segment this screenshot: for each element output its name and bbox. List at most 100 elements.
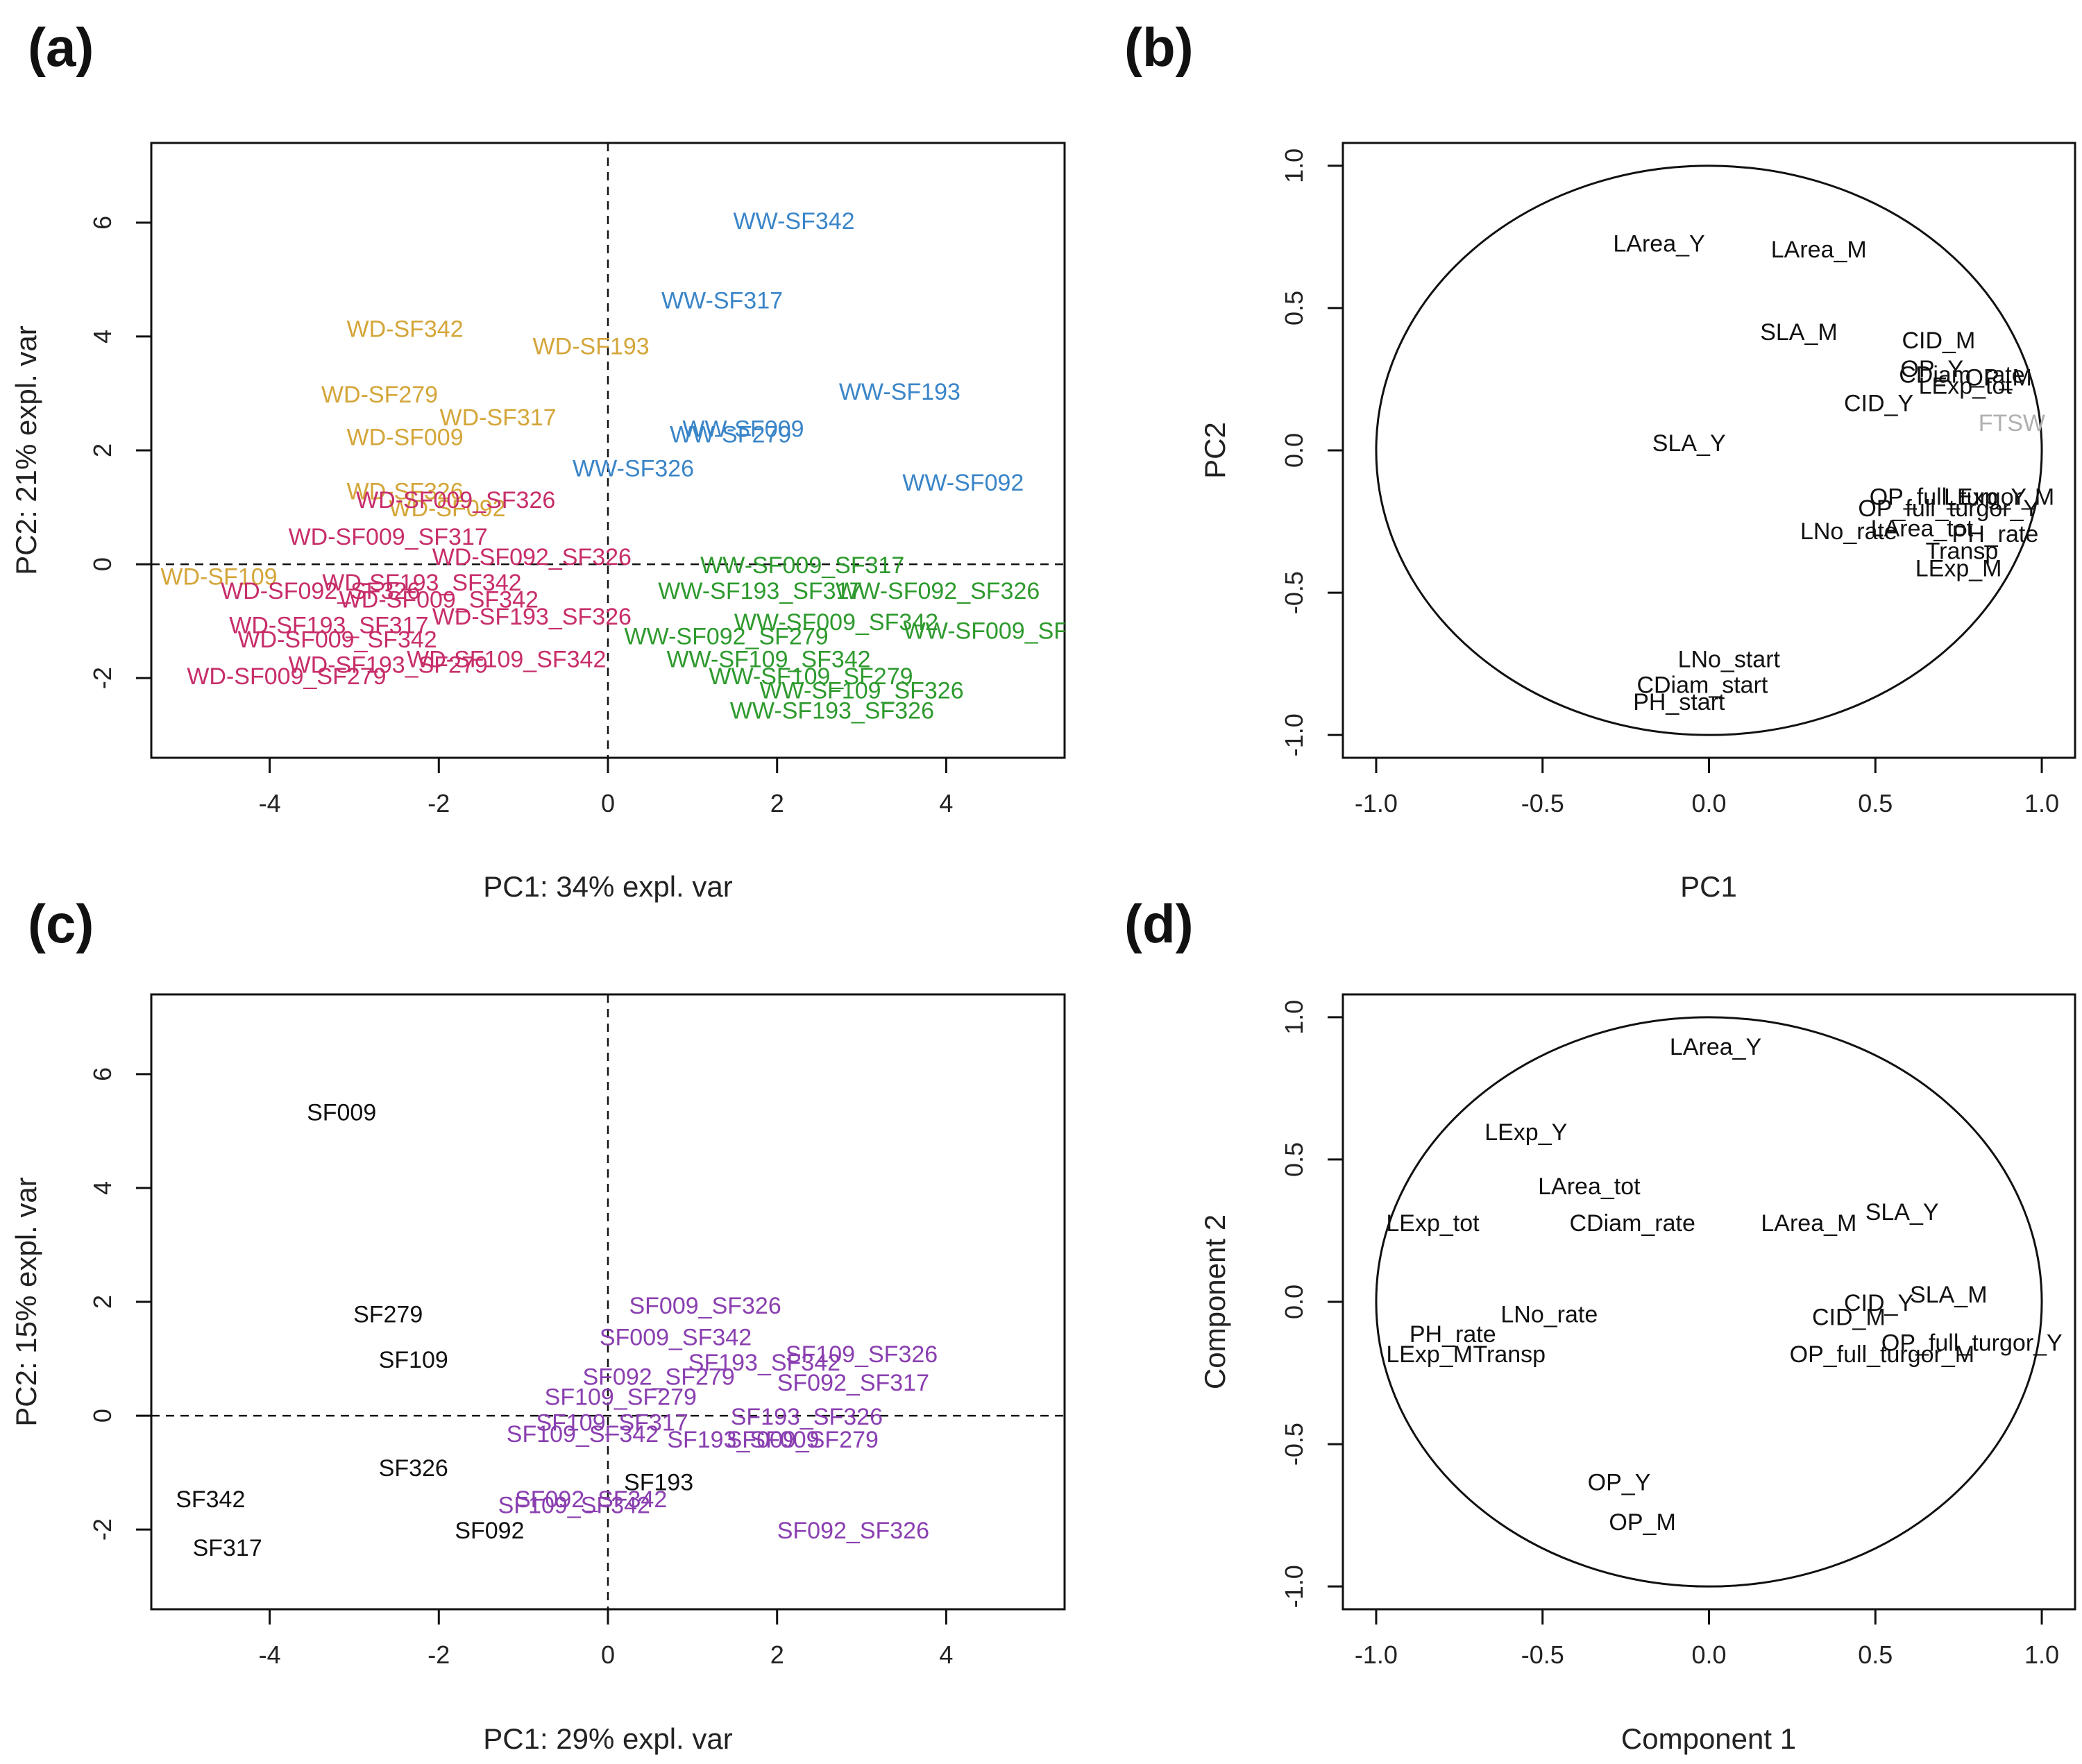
panel-d-point-label: LArea_M: [1761, 1210, 1856, 1237]
panel-a-point-label: WD-SF326: [346, 479, 463, 505]
panel-c-point-label: SF109_SF326: [786, 1341, 938, 1368]
panel-a-point-label: WD-SF009_SF326: [356, 487, 555, 514]
panel-d-point-label: SLA_M: [1910, 1282, 1988, 1308]
panel-a-y-tick-label: 4: [88, 330, 117, 344]
panel-d-x-tick-label: 0.0: [1691, 1640, 1726, 1669]
panel-d-y-tick-label: -0.5: [1280, 1423, 1308, 1466]
panel-d-x-tick-label: 0.5: [1858, 1640, 1893, 1669]
panel-d-y-tick-label: 0.5: [1280, 1142, 1308, 1177]
panel-c-point-label: SF009: [307, 1099, 376, 1126]
panel-c-x-tick-label: 2: [770, 1640, 784, 1669]
panel-c-y-tick-label: 0: [88, 1409, 117, 1423]
panel-b-x-tick-label: 0.0: [1691, 789, 1726, 817]
panel-a-point-label: WW-SF092_SF326: [836, 578, 1040, 604]
panel-d-variable-loadings: Component 1 Component 2 -1.0 -0.5 0.0 0.5 1.…: [1199, 993, 2076, 1755]
panel-b-point-label: PH_start: [1633, 689, 1725, 715]
panel-d-point-label: CDiam_rate: [1570, 1210, 1695, 1237]
panel-b-point-label: CDiam_start: [1636, 672, 1768, 698]
panel-b-point-label: PH_rate: [1952, 521, 2039, 548]
panel-c-point-label: SF092_SF342: [515, 1486, 667, 1513]
panel-a-point-label: WD-SF279: [321, 382, 438, 408]
panel-a-point-label: WD-SF342: [346, 316, 463, 343]
panel-a-x-tick-label: -4: [259, 789, 281, 817]
panel-b-point-label: OP_full_turgor_Y: [1858, 495, 2039, 522]
panel-c-point-label: SF317: [193, 1535, 262, 1561]
panel-b-y-tick-label: 1.0: [1280, 149, 1308, 183]
panel-a-y-axis-title: PC2: 21% expl. var: [10, 325, 42, 575]
panel-c-point-label: SF092_SF279: [582, 1364, 734, 1391]
panel-a-x-axis-title: PC1: 34% expl. var: [483, 870, 733, 903]
panel-a-y-tick-label: 0: [88, 557, 117, 571]
panel-d-x-tick-label: -1.0: [1355, 1640, 1398, 1669]
panel-c-point-label: SF109_SF342: [498, 1492, 650, 1518]
panel-b-point-label: LArea_tot: [1871, 516, 1974, 542]
panel-b-x-tick-label: -1.0: [1355, 789, 1398, 817]
panel-d-points: LArea_Y LExp_Y LArea_tot LExp_tot CDiam_rate…: [1386, 1034, 2062, 1536]
panel-c-x-tick-label: -4: [259, 1640, 281, 1669]
panel-a-point-label: WW-SF109_SF342: [666, 647, 870, 673]
panel-c-point-label: SF009_SF279: [727, 1427, 879, 1453]
panel-d-x-tick-label: 1.0: [2024, 1640, 2059, 1669]
panel-c-x-tick-label: -2: [428, 1640, 450, 1669]
panel-a-point-label: WD-SF009: [346, 425, 463, 451]
panel-c-point-label: SF109: [379, 1347, 448, 1373]
panel-b-x-axis-title: PC1: [1680, 870, 1737, 903]
panel-a-point-label: WW-SF326: [573, 456, 694, 482]
panel-b-point-label: OP_Y: [1900, 356, 1963, 382]
panel-c-x-tick-label: 4: [939, 1640, 953, 1669]
panel-a-point-label: WD-SF193_SF326: [432, 604, 632, 630]
panel-a-point-label: WW-SF193_SF317: [658, 578, 862, 604]
panel-b-x-tick-label: 1.0: [2024, 789, 2059, 817]
panel-d-point-label: OP_full_turgor_M: [1790, 1341, 1974, 1368]
panel-d-point-label: LExp_tot: [1386, 1210, 1480, 1237]
panel-c-y-axis-title: PC2: 15% expl. var: [10, 1177, 42, 1427]
panel-c-point-label: SF342: [176, 1486, 245, 1513]
panel-a-point-label: WW-SF092_SF279: [625, 624, 829, 650]
panel-c-point-label: SF193: [624, 1470, 693, 1496]
panel-b-point-label: LExp_tot: [1919, 373, 2013, 400]
panel-b-y-tick-label: 0.0: [1280, 433, 1308, 468]
panel-c-point-label: SF193_SF009: [667, 1427, 819, 1453]
panel-d-point-label: LArea_tot: [1538, 1173, 1641, 1200]
panel-c-y-tick-label: -2: [88, 1518, 117, 1541]
panel-a-y-tick-label: 6: [88, 216, 117, 230]
panel-c-x-tick-label: 0: [601, 1640, 615, 1669]
panel-b-point-label: CDiam_rate: [1899, 362, 2024, 388]
panel-d-x-axis-title: Component 1: [1621, 1722, 1796, 1755]
panel-d-point-label: LExp_Y: [1484, 1119, 1567, 1146]
panel-c-point-label: SF326: [379, 1455, 448, 1482]
panel-a-point-label: WW-SF009_SF342: [734, 609, 938, 636]
panel-c-point-label: SF109_SF279: [545, 1384, 697, 1410]
panel-c-point-label: SF009_SF342: [600, 1324, 752, 1350]
panel-b-point-label: LArea_M: [1771, 237, 1867, 263]
panel-letter-b: (b): [1124, 17, 1194, 78]
panel-d-point-label: CID_M: [1812, 1305, 1886, 1331]
panel-a-point-label: WW-SF317: [661, 288, 783, 314]
panel-d-y-axis-title: Component 2: [1199, 1214, 1231, 1389]
panel-d-y-tick-label: -1.0: [1280, 1565, 1308, 1608]
panel-a-x-tick-label: 4: [939, 789, 953, 817]
panel-b-point-label: LNo_rate: [1800, 518, 1897, 545]
panel-a-point-label: WD-SF092_SF326: [432, 544, 632, 570]
panel-a-point-label: WD-SF092: [389, 495, 505, 522]
panel-c-y-tick-label: 4: [88, 1181, 117, 1195]
panel-a-point-label: WW-SF109_SF326: [759, 678, 963, 704]
panel-b-point-label: LArea_Y: [1613, 231, 1704, 257]
panel-c-point-label: SF109_SF317: [536, 1409, 688, 1436]
panel-letter-c: (c): [28, 893, 94, 954]
panel-b-point-label: LNo_start: [1678, 647, 1781, 673]
panel-b-point-label: SLA_Y: [1652, 430, 1726, 457]
panel-d-point-label: LExp_M: [1386, 1341, 1473, 1368]
panel-a-point-label: WW-SF342: [734, 208, 855, 235]
panel-b-y-axis-title: PC2: [1199, 422, 1231, 479]
panel-a-point-label: WW-SF009: [682, 416, 804, 442]
panel-a-point-label: WD-SF009_SF342: [237, 627, 437, 653]
panel-a-point-label: WD-SF009_SF342: [339, 586, 539, 613]
panel-a-point-label: WD-SF109_SF342: [407, 647, 606, 673]
panel-b-point-label: SLA_M: [1760, 319, 1838, 346]
panel-a-point-label: WW-SF193: [839, 379, 960, 405]
panel-b-x-tick-label: -0.5: [1521, 789, 1564, 817]
panel-d-y-tick-label: 1.0: [1280, 1000, 1308, 1035]
